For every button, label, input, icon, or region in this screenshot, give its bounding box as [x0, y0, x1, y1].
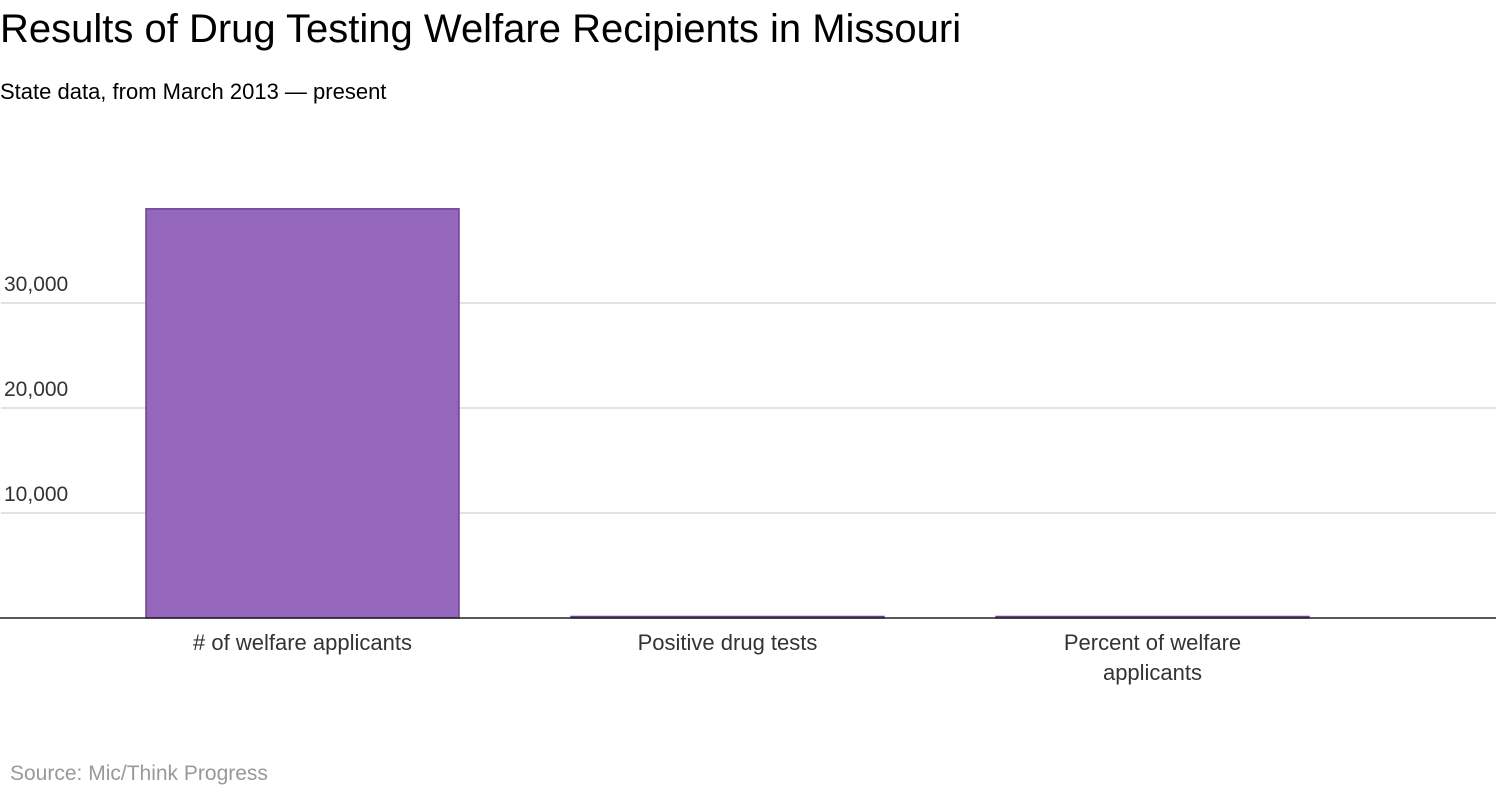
bars [145, 208, 1310, 619]
x-category-label: Percent of welfare applicants [1064, 630, 1241, 685]
x-category-label: # of welfare applicants [193, 630, 412, 655]
y-tick-label: 20,000 [4, 378, 68, 401]
bar [145, 208, 460, 619]
y-tick-label: 10,000 [4, 483, 68, 506]
y-tick-label: 30,000 [4, 273, 68, 296]
y-axis-ticks: 10,000 20,000 30,000 [4, 273, 68, 506]
source-note: Source: Mic/Think Progress [10, 762, 268, 785]
x-axis-categories: # of welfare applicants Positive drug tes… [193, 630, 1241, 685]
x-category-label: Positive drug tests [638, 630, 818, 655]
chart-subtitle: State data, from March 2013 — present [0, 79, 387, 104]
chart-title: Results of Drug Testing Welfare Recipien… [0, 7, 962, 51]
